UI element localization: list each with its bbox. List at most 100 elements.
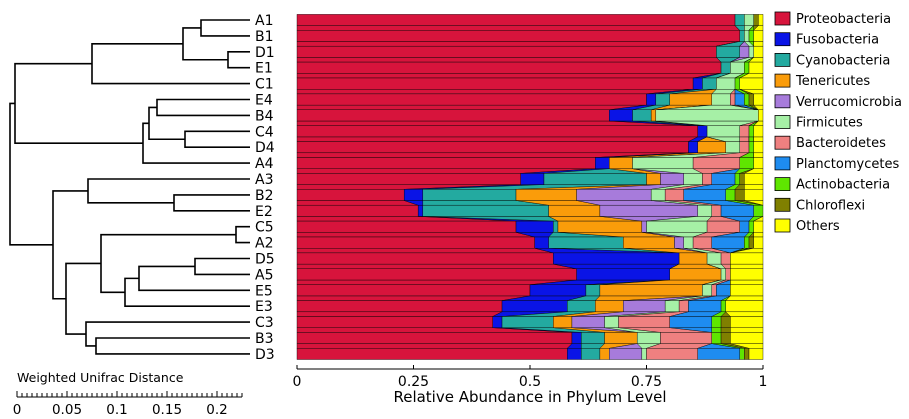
bar-segment-bacteroidetes	[692, 157, 740, 169]
bar-segment-fusobacteria	[567, 348, 582, 360]
band-connector	[296, 343, 573, 349]
bar-segment-others	[753, 93, 764, 106]
dendrogram-branch	[182, 27, 228, 61]
bar-segment-planctomycetes	[688, 300, 722, 313]
dendrogram-branch	[184, 130, 250, 148]
bar-segment-bacteroidetes	[646, 348, 698, 360]
sample-label: B4	[255, 108, 274, 124]
band-connector	[296, 200, 419, 206]
legend-label: Chloroflexi	[796, 198, 865, 213]
dendrogram-branch	[52, 190, 88, 300]
bar-segment-actinobacteria	[734, 77, 740, 90]
dendrogram-branch	[235, 225, 250, 244]
bar-segment-planctomycetes	[711, 236, 745, 249]
bar-segment-proteobacteria	[296, 316, 493, 328]
bar-segment-bacteroidetes	[678, 300, 689, 313]
band-connector	[720, 327, 731, 333]
bar-segment-chloroflexi	[739, 173, 745, 185]
bar-segment-fusobacteria	[501, 300, 568, 313]
bar-segment-cyanobacteria	[567, 300, 596, 313]
bar-segment-verrucomicrobia	[571, 316, 605, 328]
bar-segment-firmicutes	[748, 46, 754, 58]
bar-segment-fusobacteria	[646, 93, 657, 106]
bar-segment-actinobacteria	[744, 93, 750, 106]
legend-swatch	[774, 115, 791, 129]
bar-segment-proteobacteria	[296, 204, 419, 217]
dendrogram-branch	[91, 43, 250, 85]
sample-label: A3	[255, 172, 273, 188]
legend-swatch	[774, 11, 791, 26]
bar-segment-proteobacteria	[296, 332, 573, 344]
bar-segment-verrucomicrobia	[641, 220, 647, 233]
bar-segment-tenericutes	[669, 93, 712, 106]
bar-segment-tenericutes	[609, 157, 633, 169]
bar-segment-tenericutes	[669, 268, 722, 281]
bar-segment-proteobacteria	[296, 61, 722, 74]
bar-segment-firmicutes	[730, 61, 745, 74]
bar-segment-proteobacteria	[296, 220, 517, 233]
sample-label: D3	[255, 347, 275, 363]
band-connector	[711, 327, 722, 333]
bar-segment-proteobacteria	[296, 252, 554, 265]
bar-segment-actinobacteria	[748, 220, 754, 233]
bar-segment-tenericutes	[548, 204, 601, 217]
bar-segment-tenericutes	[557, 220, 643, 233]
bar-segment-verrucomicrobia	[576, 189, 652, 201]
bar-segment-firmicutes	[711, 93, 731, 106]
band-connector	[296, 311, 503, 317]
bar-segment-actinobacteria	[748, 141, 754, 154]
bar-segment-firmicutes	[636, 332, 661, 344]
bar-segment-actinobacteria	[744, 236, 750, 249]
bar-segment-fusobacteria	[553, 252, 680, 265]
legend-label: Verrucomicrobia	[796, 95, 902, 110]
band-connector	[296, 57, 722, 63]
bar-segment-fusobacteria	[529, 284, 587, 297]
bar-segment-bacteroidetes	[706, 220, 740, 233]
bar-segment-verrucomicrobia	[674, 236, 684, 249]
bar-segment-cyanobacteria	[581, 348, 601, 360]
bar-segment-tenericutes	[623, 236, 675, 249]
bar-segment-proteobacteria	[296, 189, 405, 201]
legend-swatch	[774, 135, 791, 150]
bar-segment-actinobacteria	[720, 300, 726, 313]
bar-segment-planctomycetes	[716, 284, 731, 297]
bar-segment-chloroflexi	[744, 348, 750, 360]
bar-segment-actinobacteria	[739, 157, 754, 169]
bar-segment-fusobacteria	[688, 141, 698, 154]
bar-segment-firmicutes	[697, 204, 712, 217]
legend-label: Cyanobacteria	[796, 53, 890, 68]
bar-segment-bacteroidetes	[725, 268, 731, 281]
bar-segment-tenericutes	[604, 332, 638, 344]
bar-segment-bacteroidetes	[730, 93, 736, 106]
legend-label: Firmicutes	[796, 116, 863, 131]
bar-segment-tenericutes	[599, 284, 703, 297]
bar-segment-firmicutes	[706, 125, 740, 138]
bar-segment-others	[730, 332, 764, 344]
sample-label: C1	[255, 77, 274, 93]
bar-segment-proteobacteria	[296, 348, 568, 360]
bar-segment-proteobacteria	[296, 268, 577, 281]
bar-segment-actinobacteria	[748, 125, 754, 138]
legend-swatch	[774, 32, 791, 47]
band-connector	[730, 279, 764, 285]
bar-segment-firmicutes	[720, 268, 726, 281]
bar-segment-cyanobacteria	[581, 332, 605, 344]
bar-segment-tenericutes	[678, 252, 708, 265]
band-connector	[296, 25, 741, 31]
bar-segment-firmicutes	[683, 236, 694, 249]
band-connector	[739, 136, 750, 142]
bar-segment-cyanobacteria	[734, 14, 745, 26]
bar-segment-bacteroidetes	[664, 189, 684, 201]
scale-tick-label: 0.15	[152, 402, 182, 418]
bar-segment-chloroflexi	[748, 93, 754, 106]
band-connector	[296, 232, 535, 238]
x-axis: 0 0.25 0.5 0.75 1	[293, 365, 767, 390]
band-connector	[730, 263, 764, 269]
bar-segment-verrucomicrobia	[609, 348, 643, 360]
bar-segment-tenericutes	[595, 300, 624, 313]
bar-segment-chloroflexi	[734, 189, 745, 201]
bar-segment-firmicutes	[744, 14, 754, 26]
scale-tick-label: 0	[13, 402, 22, 418]
legend-label: Others	[796, 219, 840, 234]
